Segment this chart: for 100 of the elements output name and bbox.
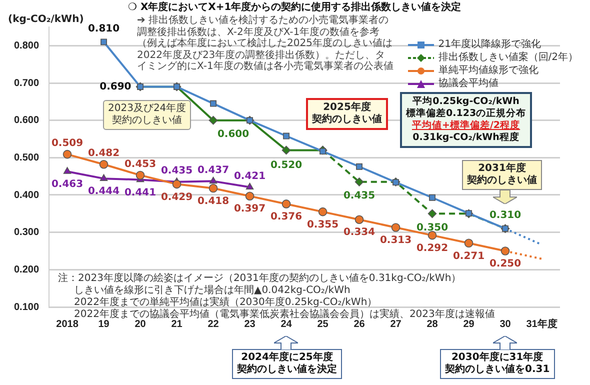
text: ➔ 排出係数しきい値を検討するための小売電気事業者の調整後排出係数は、X-2年度及びX-1年度の数値を参考（例えば本年度において検討した2025年度のしきい値は2022年度及び23年度の調整後排出係数）。ただし、タイミング的にX-1年度の数値は各小売電気事業者の公表値: [137, 15, 394, 72]
y-tick-label: 0.600: [14, 115, 40, 126]
legend-label: 協議会平均値: [438, 77, 498, 90]
data-label: 0.334: [343, 227, 376, 238]
point: [208, 184, 218, 193]
point: [354, 215, 364, 224]
data-label: 0.690: [100, 81, 132, 92]
data-label: 0.444: [88, 186, 120, 198]
x-tick-label: 27: [390, 318, 402, 330]
point: [282, 200, 291, 208]
point: [429, 194, 436, 201]
point: [356, 163, 362, 170]
point: [391, 223, 400, 232]
data-label: 0.421: [234, 170, 266, 182]
y-tick-label: 0.100: [14, 302, 40, 313]
point: [246, 182, 254, 190]
note-box: 2023及び24年度 契約のしきい値: [103, 100, 192, 130]
x-tick-label: 21: [171, 318, 183, 330]
point: [354, 178, 364, 186]
annotation: 注：2023年度以降の絵姿はイメージ（2031年度の契約のしきい値を0.31kg-CO₂/kWh）: [58, 273, 462, 285]
point: [464, 238, 474, 248]
point: [208, 116, 218, 125]
point: [428, 209, 437, 218]
y-tick-label: 0.300: [14, 227, 40, 238]
data-label: 0.271: [452, 250, 485, 262]
data-label: 0.313: [380, 235, 412, 246]
annotation: 契約のしきい値: [467, 175, 537, 187]
point: [500, 246, 510, 256]
data-label: 0.250: [489, 258, 522, 270]
data-label: 0.429: [160, 192, 193, 203]
legend-label: 21年度以降線形で強化: [438, 38, 541, 51]
point: [320, 148, 326, 155]
annotation: 契約のしきい値: [312, 114, 382, 126]
y-axis-title: (kg-CO₂/kWh): [8, 14, 84, 26]
annotation: 2023及び24年度: [108, 103, 186, 114]
note-box: 2031年度 契約のしきい値: [462, 160, 542, 190]
point: [99, 160, 108, 169]
data-label: 0.509: [51, 138, 84, 149]
x-tick-label: 28: [426, 318, 438, 330]
data-label: 0.810: [88, 24, 120, 35]
point: [100, 38, 107, 46]
x-tick-label: 20: [134, 318, 146, 330]
annotation: 2025年度: [322, 102, 372, 114]
y-tick-label: 0.700: [14, 78, 40, 89]
annotation: 平均値+標準偏差/2程度: [411, 120, 522, 132]
annotation: 平均0.25kg-CO₂/kWh: [412, 96, 520, 108]
y-tick-label: 0.200: [14, 264, 40, 276]
x-tick-label: 31年度: [526, 318, 558, 330]
point: [282, 146, 291, 155]
legend-label: 単純平均値線形で強化: [438, 64, 538, 77]
annotation: 2031年度: [477, 163, 527, 174]
data-label: 0.482: [88, 148, 120, 159]
point: [209, 176, 218, 184]
point: [210, 100, 216, 107]
point: [100, 174, 108, 181]
annotation: 契約のしきい値: [111, 115, 184, 127]
y-tick-label: 0.800: [14, 40, 40, 52]
data-label: 0.520: [270, 160, 302, 171]
x-tick-label: 24: [280, 318, 292, 330]
data-label: 0.435: [343, 190, 376, 202]
note-box: 2025年度 契約のしきい値: [306, 98, 388, 130]
text: 2022年度までの協議会平均値（電気事業低炭素社会協議会会員）は実績、2023年度は速報値: [74, 309, 495, 320]
legend-label: 排出係数しきい値案（回/2年）: [438, 51, 578, 64]
point: [62, 150, 72, 159]
x-tick-label: 29: [463, 318, 475, 330]
data-label: 0.355: [306, 219, 339, 230]
data-label: 0.397: [234, 204, 266, 215]
annotation: しきい値を線形に引き下げた場合は年間▲0.042kg-CO₂/kWh: [74, 285, 350, 296]
x-tick-label: 22: [208, 318, 220, 330]
note-box: 2030年度に31年度 契約のしきい値を0.31: [440, 349, 555, 379]
annotation: 標準偏差0.123の正規分布: [406, 108, 526, 120]
x-tick-label: 30: [500, 318, 512, 330]
data-label: 0.600: [217, 128, 250, 140]
x-tick-label: 25: [317, 318, 329, 330]
data-label: 0.350: [416, 222, 448, 234]
data-label: 0.463: [51, 179, 84, 190]
point: [172, 180, 182, 189]
note-box: 2024年度に25年度 契約のしきい値を決定: [232, 349, 342, 379]
data-label: 0.376: [270, 212, 302, 223]
x-tick-label: 19: [98, 318, 110, 330]
y-tick-label: 0.500: [14, 152, 40, 164]
point: [63, 167, 72, 174]
annotation: 2022年度までの単純平均値は実績（2030年度0.25kg-CO₂/kWh）: [74, 297, 378, 308]
point: [283, 132, 290, 140]
x-tick-label: 23: [244, 318, 256, 330]
y-tick-label: 0.400: [14, 190, 40, 201]
x-tick-label: 26: [354, 318, 366, 330]
annotation: 0.31kg-CO₂/kWh程度: [412, 132, 520, 144]
point: [428, 230, 437, 240]
chart-title: ❍ X年度においてX+1年度からの契約に使用する排出係数しきい値を決定: [128, 2, 462, 14]
point: [136, 170, 145, 180]
data-label: 0.437: [197, 164, 230, 176]
data-label: 0.435: [160, 166, 193, 177]
data-label: 0.453: [124, 158, 156, 170]
data-label: 0.292: [416, 242, 448, 254]
data-label: 0.310: [489, 210, 522, 222]
data-label: 0.418: [197, 196, 230, 207]
data-label: 0.441: [124, 187, 156, 198]
point: [318, 207, 328, 216]
point: [245, 192, 254, 201]
